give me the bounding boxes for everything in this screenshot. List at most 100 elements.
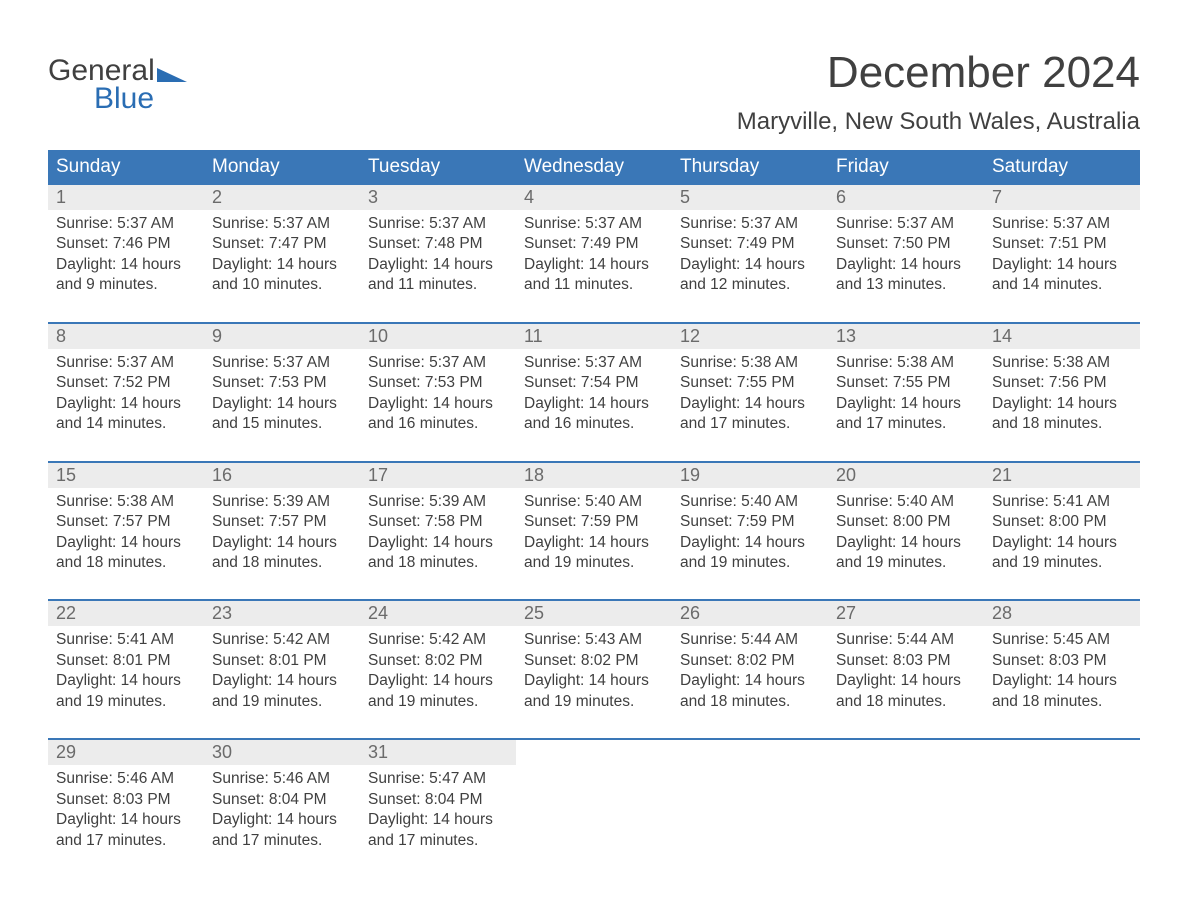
daylight-line: Daylight: 14 hours and 19 minutes.: [56, 671, 196, 712]
calendar-week: 8Sunrise: 5:37 AMSunset: 7:52 PMDaylight…: [48, 322, 1140, 443]
location: Maryville, New South Wales, Australia: [737, 108, 1140, 136]
sunset-line: Sunset: 7:47 PM: [212, 234, 352, 254]
day-body: Sunrise: 5:46 AMSunset: 8:04 PMDaylight:…: [204, 765, 360, 859]
weekday-header: Wednesday: [516, 150, 672, 185]
day-body: Sunrise: 5:37 AMSunset: 7:47 PMDaylight:…: [204, 210, 360, 304]
day-body: Sunrise: 5:44 AMSunset: 8:03 PMDaylight:…: [828, 626, 984, 720]
daylight-line: Daylight: 14 hours and 12 minutes.: [680, 255, 820, 296]
sunrise-line: Sunrise: 5:37 AM: [836, 214, 976, 234]
daylight-line: Daylight: 14 hours and 18 minutes.: [992, 671, 1132, 712]
daylight-line: Daylight: 14 hours and 19 minutes.: [524, 671, 664, 712]
calendar-day: 30Sunrise: 5:46 AMSunset: 8:04 PMDayligh…: [204, 740, 360, 859]
sunrise-line: Sunrise: 5:37 AM: [524, 353, 664, 373]
day-body: Sunrise: 5:45 AMSunset: 8:03 PMDaylight:…: [984, 626, 1140, 720]
day-number-row: 18: [516, 463, 672, 488]
calendar-day: 27Sunrise: 5:44 AMSunset: 8:03 PMDayligh…: [828, 601, 984, 720]
sunset-line: Sunset: 7:55 PM: [680, 373, 820, 393]
sunset-line: Sunset: 7:46 PM: [56, 234, 196, 254]
day-number: 9: [212, 326, 222, 346]
sunset-line: Sunset: 7:56 PM: [992, 373, 1132, 393]
daylight-line: Daylight: 14 hours and 19 minutes.: [212, 671, 352, 712]
sunrise-line: Sunrise: 5:44 AM: [680, 630, 820, 650]
daylight-line: Daylight: 14 hours and 13 minutes.: [836, 255, 976, 296]
day-number: 13: [836, 326, 856, 346]
sunrise-line: Sunrise: 5:43 AM: [524, 630, 664, 650]
calendar-day: 12Sunrise: 5:38 AMSunset: 7:55 PMDayligh…: [672, 324, 828, 443]
day-body: Sunrise: 5:41 AMSunset: 8:01 PMDaylight:…: [48, 626, 204, 720]
sunrise-line: Sunrise: 5:37 AM: [368, 214, 508, 234]
daylight-line: Daylight: 14 hours and 19 minutes.: [524, 533, 664, 574]
daylight-line: Daylight: 14 hours and 17 minutes.: [368, 810, 508, 851]
calendar-day: 9Sunrise: 5:37 AMSunset: 7:53 PMDaylight…: [204, 324, 360, 443]
day-number-row: 7: [984, 185, 1140, 210]
calendar-day: 25Sunrise: 5:43 AMSunset: 8:02 PMDayligh…: [516, 601, 672, 720]
sunrise-line: Sunrise: 5:37 AM: [680, 214, 820, 234]
daylight-line: Daylight: 14 hours and 18 minutes.: [680, 671, 820, 712]
calendar: SundayMondayTuesdayWednesdayThursdayFrid…: [48, 150, 1140, 859]
day-number-row: 3: [360, 185, 516, 210]
weekday-header: Tuesday: [360, 150, 516, 185]
day-body: Sunrise: 5:37 AMSunset: 7:50 PMDaylight:…: [828, 210, 984, 304]
day-body: Sunrise: 5:37 AMSunset: 7:53 PMDaylight:…: [360, 349, 516, 443]
day-number: 8: [56, 326, 66, 346]
day-number-row: 1: [48, 185, 204, 210]
daylight-line: Daylight: 14 hours and 14 minutes.: [992, 255, 1132, 296]
sunrise-line: Sunrise: 5:37 AM: [212, 214, 352, 234]
sunset-line: Sunset: 7:50 PM: [836, 234, 976, 254]
calendar-day: 21Sunrise: 5:41 AMSunset: 8:00 PMDayligh…: [984, 463, 1140, 582]
day-number: 24: [368, 603, 388, 623]
calendar-day: 29Sunrise: 5:46 AMSunset: 8:03 PMDayligh…: [48, 740, 204, 859]
sunrise-line: Sunrise: 5:37 AM: [524, 214, 664, 234]
sunset-line: Sunset: 7:48 PM: [368, 234, 508, 254]
daylight-line: Daylight: 14 hours and 17 minutes.: [212, 810, 352, 851]
sunrise-line: Sunrise: 5:37 AM: [368, 353, 508, 373]
daylight-line: Daylight: 14 hours and 15 minutes.: [212, 394, 352, 435]
calendar-day: 3Sunrise: 5:37 AMSunset: 7:48 PMDaylight…: [360, 185, 516, 304]
calendar-day: 16Sunrise: 5:39 AMSunset: 7:57 PMDayligh…: [204, 463, 360, 582]
day-body: Sunrise: 5:47 AMSunset: 8:04 PMDaylight:…: [360, 765, 516, 859]
day-body: Sunrise: 5:42 AMSunset: 8:02 PMDaylight:…: [360, 626, 516, 720]
sunrise-line: Sunrise: 5:39 AM: [212, 492, 352, 512]
sunset-line: Sunset: 7:52 PM: [56, 373, 196, 393]
calendar-day: [672, 740, 828, 859]
calendar-day: 1 Sunrise: 5:37 AMSunset: 7:46 PMDaylight…: [48, 185, 204, 304]
calendar-day: 24 Sunrise: 5:42 AMSunset: 8:02 PMDayligh…: [360, 601, 516, 720]
calendar-week: 1Sunrise: 5:37 AMSunset: 7:46 PMDaylight…: [48, 185, 1140, 304]
day-body: Sunrise: 5:40 AMSunset: 7:59 PMDaylight:…: [516, 488, 672, 582]
calendar-day: 17Sunrise: 5:39 AMSunset: 7:58 PMDayligh…: [360, 463, 516, 582]
sunset-line: Sunset: 7:54 PM: [524, 373, 664, 393]
header: General Blue December 2024 Maryville, Ne…: [48, 30, 1140, 136]
daylight-line: Daylight: 14 hours and 19 minutes.: [680, 533, 820, 574]
day-body: Sunrise: 5:40 AMSunset: 8:00 PMDaylight:…: [828, 488, 984, 582]
daylight-line: Daylight: 14 hours and 18 minutes.: [368, 533, 508, 574]
sunset-line: Sunset: 8:03 PM: [992, 651, 1132, 671]
sunset-line: Sunset: 7:51 PM: [992, 234, 1132, 254]
daylight-line: Daylight: 14 hours and 19 minutes.: [368, 671, 508, 712]
calendar-day: 2Sunrise: 5:37 AMSunset: 7:47 PMDaylight…: [204, 185, 360, 304]
daylight-line: Daylight: 14 hours and 14 minutes.: [56, 394, 196, 435]
day-body: Sunrise: 5:37 AMSunset: 7:46 PMDaylight:…: [48, 210, 204, 304]
calendar-day: 8Sunrise: 5:37 AMSunset: 7:52 PMDaylight…: [48, 324, 204, 443]
day-number: 28: [992, 603, 1012, 623]
day-number: 16: [212, 465, 232, 485]
day-number: 4: [524, 187, 534, 207]
daylight-line: Daylight: 14 hours and 9 minutes.: [56, 255, 196, 296]
day-number-row: 2: [204, 185, 360, 210]
day-number-row: 22: [48, 601, 204, 626]
day-number: 26: [680, 603, 700, 623]
sunset-line: Sunset: 7:58 PM: [368, 512, 508, 532]
day-number-row: 25: [516, 601, 672, 626]
day-body: Sunrise: 5:38 AMSunset: 7:55 PMDaylight:…: [672, 349, 828, 443]
weekday-header: Thursday: [672, 150, 828, 185]
calendar-day: [984, 740, 1140, 859]
sunset-line: Sunset: 8:02 PM: [680, 651, 820, 671]
day-number-row: 29: [48, 740, 204, 765]
day-number-row: 8: [48, 324, 204, 349]
day-number-row: 4: [516, 185, 672, 210]
day-number: 1: [56, 187, 66, 207]
day-body: Sunrise: 5:37 AMSunset: 7:54 PMDaylight:…: [516, 349, 672, 443]
sunrise-line: Sunrise: 5:42 AM: [212, 630, 352, 650]
sunrise-line: Sunrise: 5:41 AM: [56, 630, 196, 650]
sunset-line: Sunset: 7:59 PM: [680, 512, 820, 532]
day-number: 19: [680, 465, 700, 485]
